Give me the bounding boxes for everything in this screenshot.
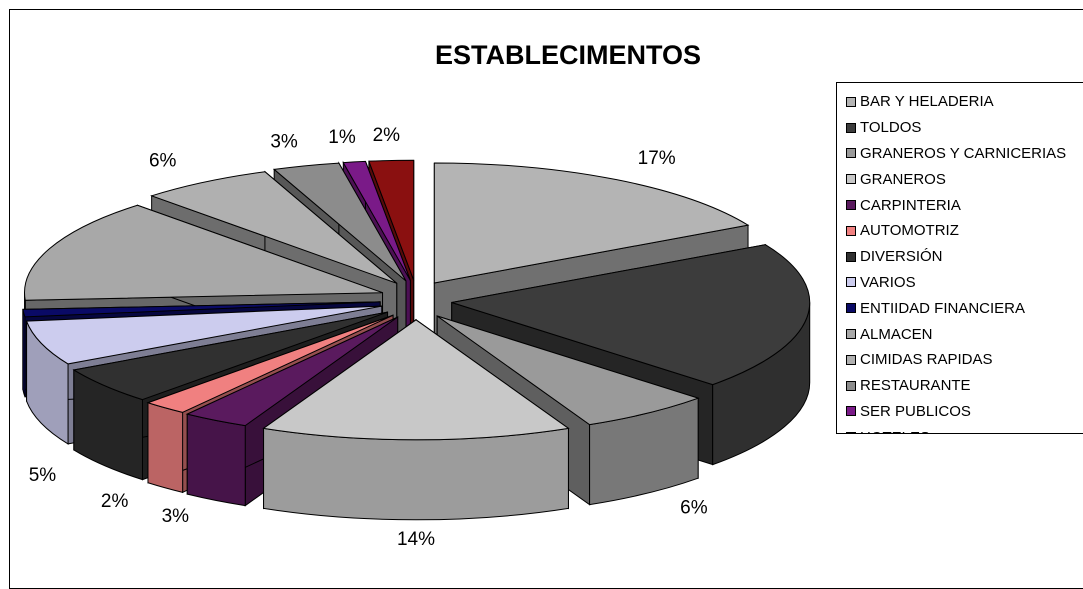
data-label: 6% xyxy=(149,151,177,172)
legend-swatch xyxy=(846,303,856,314)
legend-label: RESTAURANTE xyxy=(860,377,971,395)
legend-label: AUTOMOTRIZ xyxy=(860,222,959,240)
data-label: 1% xyxy=(328,127,356,148)
pie-slice-graneros xyxy=(262,318,570,521)
legend-item: TOLDOS xyxy=(846,115,1083,141)
legend: BAR Y HELADERIA TOLDOS GRANEROS Y CARNICER… xyxy=(836,82,1083,434)
legend-label: VARIOS xyxy=(860,273,916,291)
legend-label: CARPINTERIA xyxy=(860,196,961,214)
data-label: 2% xyxy=(373,125,401,146)
legend-swatch xyxy=(846,406,856,417)
legend-swatch xyxy=(846,380,856,391)
data-label: 17% xyxy=(638,148,676,169)
data-label: 2% xyxy=(101,491,129,512)
legend-item: DIVERSIÓN xyxy=(846,244,1083,270)
legend-label: SER PUBLICOS xyxy=(860,402,971,420)
data-label: 5% xyxy=(29,465,57,486)
legend-swatch xyxy=(846,122,856,133)
legend-swatch xyxy=(846,277,856,288)
data-label: 14% xyxy=(397,529,435,550)
legend-swatch xyxy=(846,96,856,107)
legend-label: CIMIDAS RAPIDAS xyxy=(860,351,993,369)
legend-swatch xyxy=(846,354,856,365)
legend-swatch xyxy=(846,251,856,262)
legend-swatch xyxy=(846,200,856,211)
legend-item: RESTAURANTE xyxy=(846,373,1083,399)
chart-title: ESTABLECIMENTOS xyxy=(434,40,702,70)
data-label: 6% xyxy=(680,497,708,518)
data-label: 3% xyxy=(162,506,190,527)
legend-item: BAR Y HELADERIA xyxy=(846,89,1083,115)
legend-label: ENTIIDAD FINANCIERA xyxy=(860,299,1026,317)
legend-label: HOTELES xyxy=(860,429,930,433)
legend-item: VARIOS xyxy=(846,270,1083,296)
legend-item: AUTOMOTRIZ xyxy=(846,218,1083,244)
legend-item: ALMACEN xyxy=(846,321,1083,347)
legend-label: GRANEROS xyxy=(860,170,946,188)
legend-swatch xyxy=(846,432,856,433)
legend-label: BAR Y HELADERIA xyxy=(860,93,994,111)
legend-label: GRANEROS Y CARNICERIAS xyxy=(860,144,1067,162)
legend-label: DIVERSIÓN xyxy=(860,248,943,266)
legend-item: GRANEROS Y CARNICERIAS xyxy=(846,141,1083,167)
data-label: 3% xyxy=(270,131,298,152)
legend-swatch xyxy=(846,174,856,185)
legend-swatch xyxy=(846,225,856,236)
legend-swatch xyxy=(846,148,856,159)
pie-chart: 17%20%6%14%3%2%5%6%1%14%6%3%1%2% xyxy=(22,125,811,550)
legend-label: TOLDOS xyxy=(860,119,922,137)
legend-item: SER PUBLICOS xyxy=(846,399,1083,425)
legend-item: CARPINTERIA xyxy=(846,192,1083,218)
legend-item: ENTIIDAD FINANCIERA xyxy=(846,295,1083,321)
legend-item: CIMIDAS RAPIDAS xyxy=(846,347,1083,373)
legend-swatch xyxy=(846,329,856,340)
legend-label: ALMACEN xyxy=(860,325,933,343)
legend-item: HOTELES xyxy=(846,424,1083,433)
legend-item: GRANEROS xyxy=(846,166,1083,192)
